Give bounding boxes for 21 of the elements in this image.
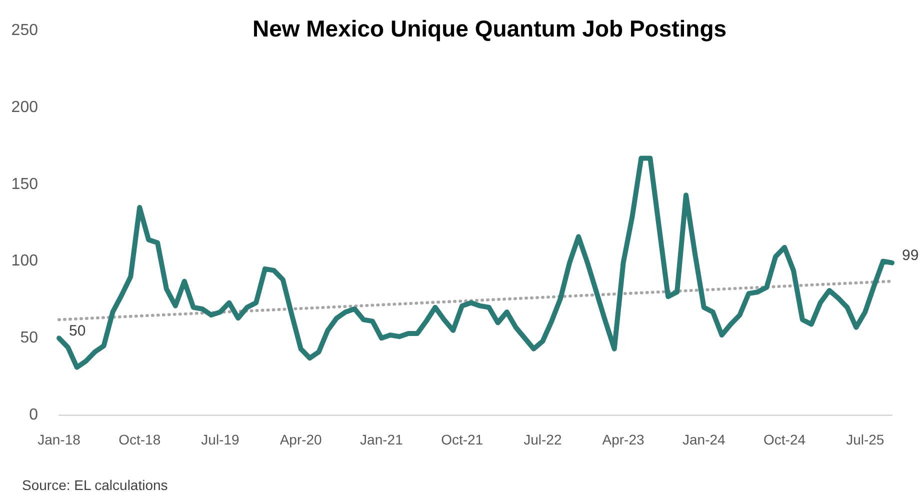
x-tick-label: Jul-22 xyxy=(524,431,562,448)
x-tick-label: Apr-23 xyxy=(602,431,645,448)
y-tick-label: 250 xyxy=(11,22,38,40)
x-tick-label: Jan-21 xyxy=(360,431,404,448)
data-label: 99 xyxy=(902,246,919,264)
x-tick-label: Oct-24 xyxy=(764,431,806,448)
y-tick-label: 0 xyxy=(29,406,38,424)
x-tick-label: Jan-18 xyxy=(38,431,81,448)
x-tick-label: Jul-19 xyxy=(201,431,240,448)
x-tick-label: Jan-24 xyxy=(682,431,726,448)
y-tick-label: 150 xyxy=(11,176,38,193)
source-note: Source: EL calculations xyxy=(22,476,168,493)
x-tick-label: Jul-25 xyxy=(846,431,884,448)
y-tick-label: 100 xyxy=(11,252,38,270)
data-label: 50 xyxy=(69,322,86,340)
x-tick-label: Oct-21 xyxy=(441,431,484,448)
x-tick-label: Oct-18 xyxy=(118,431,161,448)
x-tick-label: Apr-20 xyxy=(280,431,322,448)
chart-title: New Mexico Unique Quantum Job Postings xyxy=(252,15,727,42)
y-tick-label: 200 xyxy=(11,98,38,116)
y-tick-label: 50 xyxy=(20,330,38,347)
